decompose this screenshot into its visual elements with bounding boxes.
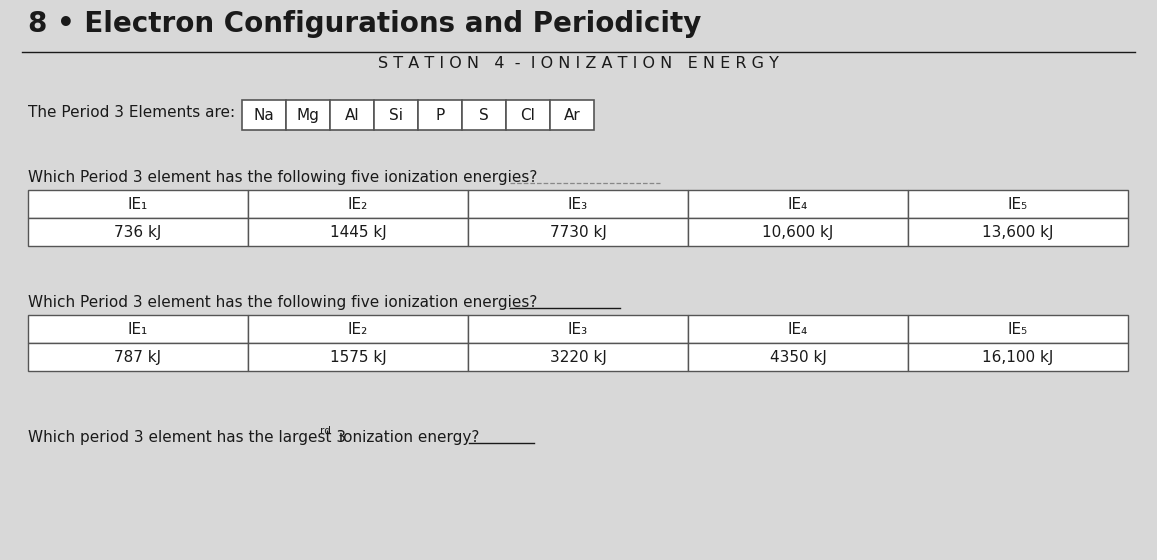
Text: ionization energy?: ionization energy? — [334, 430, 479, 445]
Text: Ar: Ar — [563, 108, 581, 123]
Bar — [286, 100, 330, 130]
Text: IE₁: IE₁ — [128, 197, 148, 212]
Bar — [28, 343, 248, 371]
Bar — [467, 315, 688, 343]
Text: IE₄: IE₄ — [788, 321, 808, 337]
Text: IE₅: IE₅ — [1008, 321, 1029, 337]
Text: 3220 kJ: 3220 kJ — [550, 349, 606, 365]
Text: Na: Na — [253, 108, 274, 123]
Bar — [462, 100, 506, 130]
Text: IE₃: IE₃ — [568, 197, 588, 212]
Bar — [28, 190, 248, 218]
Text: Which period 3 element has the largest 3: Which period 3 element has the largest 3 — [28, 430, 346, 445]
Bar — [908, 315, 1128, 343]
Bar — [688, 343, 908, 371]
Text: The Period 3 Elements are:: The Period 3 Elements are: — [28, 105, 235, 120]
Bar — [248, 218, 467, 246]
Bar — [28, 218, 248, 246]
Text: 13,600 kJ: 13,600 kJ — [982, 225, 1054, 240]
Bar — [330, 100, 374, 130]
Bar — [908, 343, 1128, 371]
Text: Cl: Cl — [521, 108, 536, 123]
Bar — [550, 100, 594, 130]
Text: 1445 kJ: 1445 kJ — [330, 225, 386, 240]
Text: Al: Al — [345, 108, 360, 123]
Bar — [248, 190, 467, 218]
Text: 16,100 kJ: 16,100 kJ — [982, 349, 1054, 365]
Text: Which Period 3 element has the following five ionization energies?: Which Period 3 element has the following… — [28, 295, 537, 310]
Text: IE₁: IE₁ — [128, 321, 148, 337]
Bar — [28, 315, 248, 343]
Text: 7730 kJ: 7730 kJ — [550, 225, 606, 240]
Bar — [467, 190, 688, 218]
Text: IE₃: IE₃ — [568, 321, 588, 337]
Text: 10,600 kJ: 10,600 kJ — [762, 225, 834, 240]
Text: 4350 kJ: 4350 kJ — [769, 349, 826, 365]
Bar — [374, 100, 418, 130]
Bar — [467, 218, 688, 246]
Bar — [688, 190, 908, 218]
Text: IE₂: IE₂ — [348, 321, 368, 337]
Text: Which Period 3 element has the following five ionization energies?: Which Period 3 element has the following… — [28, 170, 537, 185]
Text: Mg: Mg — [296, 108, 319, 123]
Bar — [242, 100, 286, 130]
Text: Si: Si — [389, 108, 403, 123]
Bar — [248, 343, 467, 371]
Text: 736 kJ: 736 kJ — [115, 225, 162, 240]
Bar — [688, 218, 908, 246]
Bar — [418, 100, 462, 130]
Bar — [248, 315, 467, 343]
Bar — [908, 218, 1128, 246]
Bar — [467, 343, 688, 371]
Text: rd: rd — [320, 426, 331, 436]
Text: 787 kJ: 787 kJ — [115, 349, 162, 365]
Text: IE₄: IE₄ — [788, 197, 808, 212]
Text: 8 • Electron Configurations and Periodicity: 8 • Electron Configurations and Periodic… — [28, 10, 701, 38]
Text: 1575 kJ: 1575 kJ — [330, 349, 386, 365]
Text: IE₅: IE₅ — [1008, 197, 1029, 212]
Text: S T A T I O N   4  -  I O N I Z A T I O N   E N E R G Y: S T A T I O N 4 - I O N I Z A T I O N E … — [377, 56, 779, 71]
Text: S: S — [479, 108, 489, 123]
Bar — [908, 190, 1128, 218]
Bar — [506, 100, 550, 130]
Text: P: P — [435, 108, 444, 123]
Text: IE₂: IE₂ — [348, 197, 368, 212]
Bar — [688, 315, 908, 343]
